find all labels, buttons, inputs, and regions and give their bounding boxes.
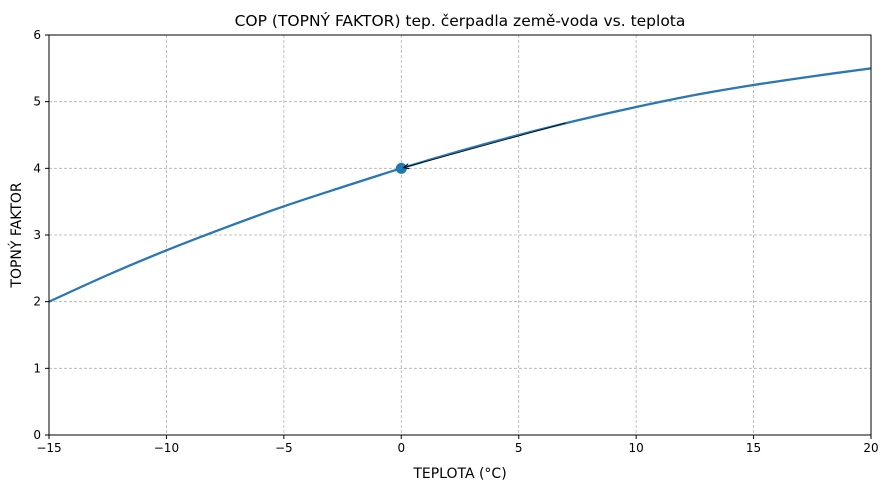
grid bbox=[48, 34, 872, 436]
cop-line bbox=[48, 67, 872, 303]
y-tick-label: 0 bbox=[33, 428, 41, 442]
x-tick-label: −10 bbox=[154, 441, 179, 455]
y-tick-label: 6 bbox=[33, 28, 41, 42]
x-axis-label: TEPLOTA (°C) bbox=[412, 466, 506, 482]
plot-series bbox=[48, 67, 872, 303]
y-axis-ticks: 0 1 2 3 4 5 6 bbox=[33, 28, 49, 442]
annotation-arrowhead bbox=[402, 163, 410, 170]
y-tick-label: 1 bbox=[33, 361, 41, 375]
x-tick-label: 15 bbox=[746, 441, 761, 455]
x-tick-label: 5 bbox=[515, 441, 523, 455]
annotation bbox=[402, 122, 566, 170]
y-tick-label: 4 bbox=[33, 161, 41, 175]
x-axis-ticks: −15 −10 −5 0 5 10 15 20 bbox=[36, 435, 879, 455]
highlight-point bbox=[395, 162, 407, 174]
x-tick-label: −15 bbox=[36, 441, 61, 455]
y-tick-label: 5 bbox=[33, 95, 41, 109]
annotation-arrow-line bbox=[403, 122, 566, 169]
x-tick-label: −5 bbox=[275, 441, 293, 455]
y-tick-label: 2 bbox=[33, 295, 41, 309]
y-tick-label: 3 bbox=[33, 228, 41, 242]
x-tick-label: 0 bbox=[397, 441, 405, 455]
chart-title: COP (TOPNÝ FAKTOR) tep. čerpadla země-vo… bbox=[235, 11, 686, 30]
x-tick-label: 10 bbox=[629, 441, 644, 455]
x-tick-label: 20 bbox=[863, 441, 878, 455]
y-axis-label: TOPNÝ FAKTOR bbox=[8, 182, 25, 288]
